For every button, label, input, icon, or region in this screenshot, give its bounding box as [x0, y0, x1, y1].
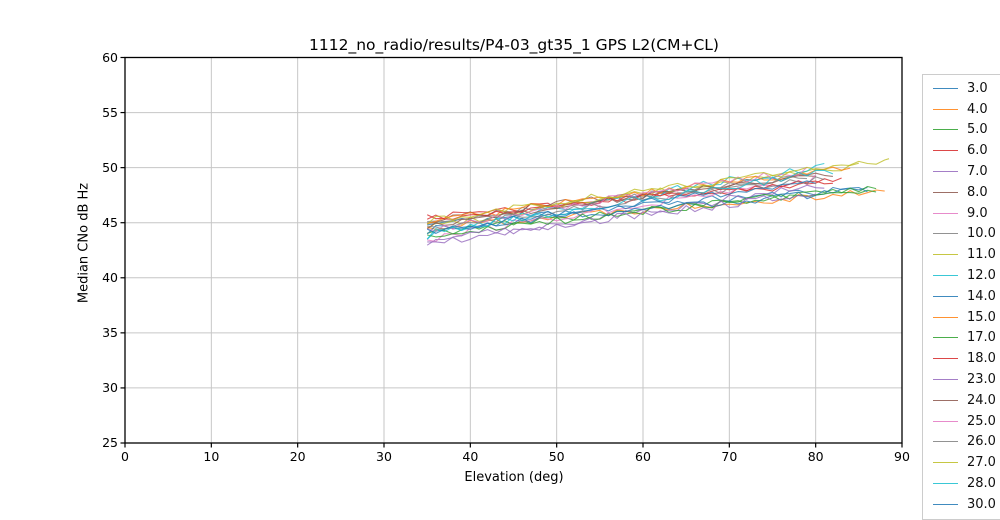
legend-label: 7.0: [967, 164, 988, 180]
legend-entry: 17.0: [923, 328, 1000, 349]
legend-line-swatch: [933, 150, 958, 152]
legend-label: 18.0: [967, 351, 996, 367]
legend-label: 24.0: [967, 392, 996, 408]
x-tick-label: 50: [548, 449, 565, 464]
legend-entry: 3.0: [923, 78, 1000, 99]
series-line-23.0: [427, 193, 816, 244]
legend-label: 9.0: [967, 205, 988, 221]
legend-entry: 7.0: [923, 161, 1000, 182]
y-axis-label: Median CNo dB Hz: [76, 182, 92, 304]
x-tick-label: 40: [462, 449, 479, 464]
series-line-30.0: [426, 180, 816, 234]
y-tick-label: 55: [102, 104, 118, 120]
legend-entry: 15.0: [923, 307, 1000, 328]
legend-label: 3.0: [967, 80, 988, 96]
legend-entry: 14.0: [923, 286, 1000, 307]
legend-line-swatch: [933, 191, 958, 193]
legend-line-swatch: [933, 399, 958, 401]
legend-line-swatch: [933, 108, 958, 110]
legend-line-swatch: [933, 337, 958, 339]
legend-label: 5.0: [967, 122, 988, 138]
legend-line-swatch: [933, 316, 958, 318]
legend-label: 27.0: [967, 455, 996, 471]
series-line-27.0: [426, 162, 859, 225]
legend-label: 23.0: [967, 372, 996, 388]
x-tick-label: 30: [376, 449, 392, 464]
legend-label: 15.0: [967, 309, 996, 325]
legend-label: 17.0: [967, 330, 996, 346]
y-tick-label: 35: [102, 324, 118, 340]
legend-line-swatch: [933, 441, 958, 443]
legend-entry: 23.0: [923, 369, 1000, 390]
legend-label: 14.0: [967, 288, 996, 304]
series-line-14.0: [426, 186, 868, 235]
figure: 1112_no_radio/results/P4-03_gt35_1 GPS L…: [76, 36, 1000, 520]
legend-entry: 27.0: [923, 452, 1000, 473]
legend-label: 28.0: [967, 476, 996, 492]
legend-entry: 6.0: [923, 140, 1000, 161]
legend-entry: 10.0: [923, 224, 1000, 245]
legend-line-swatch: [933, 212, 958, 214]
y-tick-label: 50: [102, 159, 118, 175]
plot-canvas: [120, 56, 903, 448]
x-tick-label: 60: [635, 449, 651, 464]
legend-entry: 5.0: [923, 120, 1000, 141]
legend-label: 11.0: [967, 247, 996, 263]
legend-label: 30.0: [967, 496, 996, 512]
legend-entry: 12.0: [923, 265, 1000, 286]
legend-label: 25.0: [967, 413, 996, 429]
legend-line-swatch: [933, 233, 958, 235]
y-tick-label: 25: [102, 435, 118, 450]
legend-label: 12.0: [967, 268, 996, 284]
legend-line-swatch: [933, 379, 958, 381]
legend-line-swatch: [933, 503, 958, 505]
axes-spines: [124, 56, 903, 444]
legend-entry: 8.0: [923, 182, 1000, 203]
legend-line-swatch: [933, 275, 958, 277]
legend-entry: 4.0: [923, 99, 1000, 120]
legend-entry: 28.0: [923, 473, 1000, 494]
legend-label: 10.0: [967, 226, 996, 242]
x-tick-label: 90: [894, 449, 910, 464]
y-tick-label: 60: [102, 49, 118, 65]
series-line-28.0: [426, 169, 834, 240]
x-tick-label: 20: [289, 449, 306, 464]
x-tick-label: 70: [721, 449, 738, 464]
legend-line-swatch: [933, 483, 958, 485]
legend-label: 8.0: [967, 184, 988, 200]
legend-label: 6.0: [967, 143, 988, 159]
series-line-9.0: [427, 174, 817, 243]
series-line-12.0: [426, 162, 825, 240]
legend-entry: 25.0: [923, 411, 1000, 432]
legend-line-swatch: [933, 87, 958, 89]
y-tick-label: 45: [102, 214, 118, 230]
chart-title: 1112_no_radio/results/P4-03_gt35_1 GPS L…: [309, 36, 719, 54]
x-tick-label: 0: [121, 449, 129, 464]
series-line-25.0: [427, 166, 808, 232]
legend-line-swatch: [933, 462, 958, 464]
legend-label: 4.0: [967, 101, 988, 117]
legend-entry: 26.0: [923, 432, 1000, 453]
x-tick-label: 80: [807, 449, 824, 464]
legend-line-swatch: [933, 420, 958, 422]
legend-box: 3.0 4.0 5.0 6.0 7.0 8.0 9.0 10.0 11.0 12.0 14.0 15.…: [922, 74, 1000, 520]
x-tick-label: 10: [203, 449, 220, 464]
legend-label: 26.0: [967, 434, 996, 450]
legend-entry: 24.0: [923, 390, 1000, 411]
legend-line-swatch: [933, 295, 958, 297]
series-line-7.0: [426, 184, 825, 246]
legend-line-swatch: [933, 171, 958, 173]
y-tick-label: 30: [102, 379, 118, 395]
y-tick-label: 40: [102, 269, 118, 285]
legend-line-swatch: [933, 254, 958, 256]
legend-line-swatch: [933, 129, 958, 131]
legend-entry: 18.0: [923, 348, 1000, 369]
legend-entry: 9.0: [923, 203, 1000, 224]
legend-entry: 30.0: [923, 494, 1000, 515]
x-axis-label: Elevation (deg): [464, 470, 564, 485]
legend-line-swatch: [933, 358, 958, 360]
legend-entry: 11.0: [923, 244, 1000, 265]
